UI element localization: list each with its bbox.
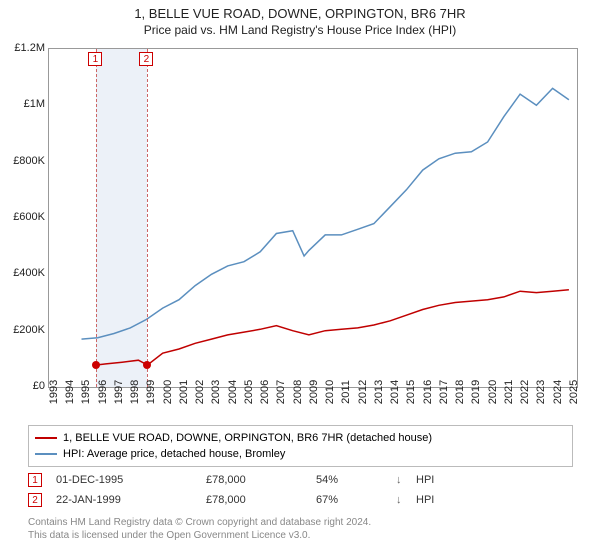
price-paid-dot: [92, 361, 100, 369]
legend-row: HPI: Average price, detached house, Brom…: [35, 446, 566, 462]
legend-swatch: [35, 437, 57, 439]
x-axis-tick-label: 2016: [422, 380, 434, 404]
x-axis-tick-label: 2010: [324, 380, 336, 404]
x-axis-tick-label: 2017: [438, 380, 450, 404]
title-block: 1, BELLE VUE ROAD, DOWNE, ORPINGTON, BR6…: [0, 0, 600, 37]
x-axis-tick-label: 2007: [275, 380, 287, 404]
sale-suffix: HPI: [416, 494, 456, 506]
x-axis-tick-label: 2008: [292, 380, 304, 404]
y-axis-tick-label: £800K: [3, 155, 45, 167]
x-axis-tick-label: 2014: [389, 380, 401, 404]
y-axis-tick-label: £200K: [3, 324, 45, 336]
y-axis-tick-label: £600K: [3, 211, 45, 223]
x-axis-tick-label: 2024: [552, 380, 564, 404]
legend-row: 1, BELLE VUE ROAD, DOWNE, ORPINGTON, BR6…: [35, 430, 566, 446]
sale-pct: 67%: [316, 494, 396, 506]
x-axis-tick-label: 2015: [405, 380, 417, 404]
x-axis-tick-label: 2019: [470, 380, 482, 404]
x-axis-tick-label: 1998: [129, 380, 141, 404]
series-line-price_paid: [96, 290, 569, 365]
x-axis-tick-label: 2022: [519, 380, 531, 404]
x-axis-tick-label: 2021: [503, 380, 515, 404]
legend-swatch: [35, 453, 57, 455]
y-axis-tick-label: £0: [3, 380, 45, 392]
title-line2: Price paid vs. HM Land Registry's House …: [0, 23, 600, 37]
legend-label: 1, BELLE VUE ROAD, DOWNE, ORPINGTON, BR6…: [63, 432, 432, 444]
arrow-down-icon: ↓: [396, 474, 416, 486]
sale-marker-badge: 2: [28, 493, 42, 507]
x-axis-tick-label: 2001: [178, 380, 190, 404]
price-paid-dot: [143, 361, 151, 369]
title-line1: 1, BELLE VUE ROAD, DOWNE, ORPINGTON, BR6…: [0, 6, 600, 21]
sale-price: £78,000: [206, 474, 316, 486]
sales-table: 1 01-DEC-1995 £78,000 54% ↓ HPI 2 22-JAN…: [28, 470, 456, 510]
sale-pct: 54%: [316, 474, 396, 486]
table-row: 1 01-DEC-1995 £78,000 54% ↓ HPI: [28, 470, 456, 490]
x-axis-tick-label: 1999: [145, 380, 157, 404]
sale-suffix: HPI: [416, 474, 456, 486]
footer-line1: Contains HM Land Registry data © Crown c…: [28, 516, 371, 529]
sale-price: £78,000: [206, 494, 316, 506]
y-axis-tick-label: £400K: [3, 267, 45, 279]
chart-plot-area: [48, 48, 578, 388]
x-axis-tick-label: 2012: [357, 380, 369, 404]
footer-attribution: Contains HM Land Registry data © Crown c…: [28, 516, 371, 542]
sale-date: 22-JAN-1999: [56, 494, 206, 506]
sale-marker-badge: 1: [28, 473, 42, 487]
table-row: 2 22-JAN-1999 £78,000 67% ↓ HPI: [28, 490, 456, 510]
footer-line2: This data is licensed under the Open Gov…: [28, 529, 371, 542]
y-axis-tick-label: £1M: [3, 98, 45, 110]
chart-svg: [49, 49, 577, 387]
x-axis-tick-label: 2009: [308, 380, 320, 404]
x-axis-tick-label: 2005: [243, 380, 255, 404]
sale-marker-line: [96, 49, 97, 387]
arrow-down-icon: ↓: [396, 494, 416, 506]
x-axis-tick-label: 2025: [568, 380, 580, 404]
x-axis-tick-label: 2000: [162, 380, 174, 404]
x-axis-tick-label: 1994: [64, 380, 76, 404]
sale-marker-line: [147, 49, 148, 387]
x-axis-tick-label: 2013: [373, 380, 385, 404]
x-axis-tick-label: 2006: [259, 380, 271, 404]
x-axis-tick-label: 2020: [487, 380, 499, 404]
x-axis-tick-label: 2003: [210, 380, 222, 404]
x-axis-tick-label: 2004: [227, 380, 239, 404]
legend-label: HPI: Average price, detached house, Brom…: [63, 448, 285, 460]
x-axis-tick-label: 1996: [97, 380, 109, 404]
x-axis-tick-label: 1997: [113, 380, 125, 404]
x-axis-tick-label: 1995: [80, 380, 92, 404]
sale-marker-badge: 2: [139, 52, 153, 66]
x-axis-tick-label: 2002: [194, 380, 206, 404]
sale-marker-badge: 1: [88, 52, 102, 66]
sale-date: 01-DEC-1995: [56, 474, 206, 486]
y-axis-tick-label: £1.2M: [3, 42, 45, 54]
x-axis-tick-label: 2018: [454, 380, 466, 404]
x-axis-tick-label: 1993: [48, 380, 60, 404]
series-line-hpi: [82, 88, 569, 339]
x-axis-tick-label: 2011: [340, 380, 352, 404]
legend-box: 1, BELLE VUE ROAD, DOWNE, ORPINGTON, BR6…: [28, 425, 573, 467]
chart-container: 1, BELLE VUE ROAD, DOWNE, ORPINGTON, BR6…: [0, 0, 600, 560]
x-axis-tick-label: 2023: [535, 380, 547, 404]
